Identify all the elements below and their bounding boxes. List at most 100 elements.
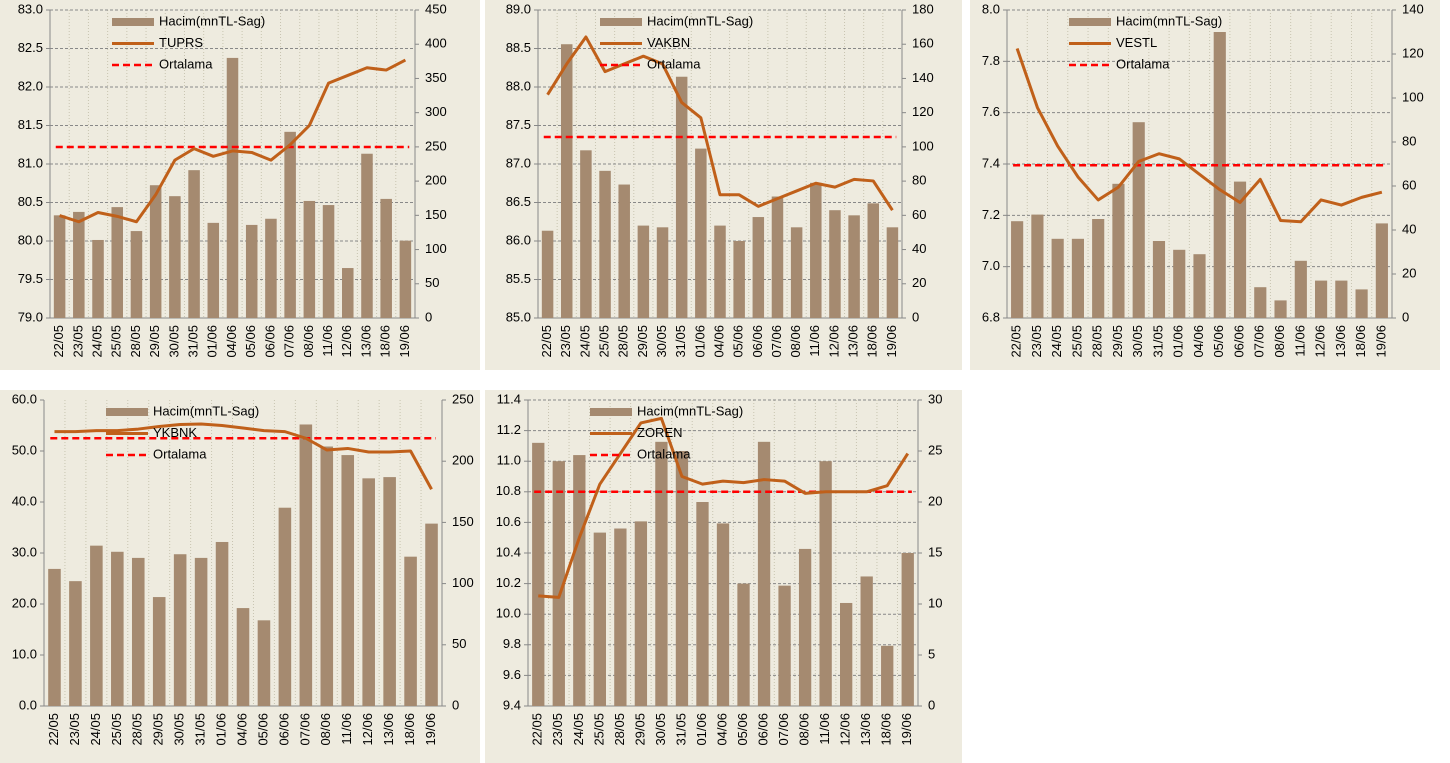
bar	[1254, 287, 1267, 318]
y2-tick-label: 50	[425, 275, 439, 290]
bar	[541, 230, 554, 318]
legend-swatch	[590, 408, 632, 416]
bar	[341, 455, 355, 706]
bar	[790, 227, 803, 318]
legend-label: Ortalama	[159, 56, 213, 71]
y-tick-label: 81.5	[18, 117, 43, 132]
x-tick-label: 24/05	[1049, 325, 1064, 358]
bar	[829, 210, 841, 318]
x-tick-label: 13/06	[858, 713, 873, 746]
x-tick-label: 29/05	[635, 325, 650, 358]
y-tick-label: 11.2	[497, 422, 521, 437]
x-tick-label: 11/06	[1292, 325, 1307, 357]
bar	[404, 556, 417, 706]
bar	[1132, 122, 1145, 318]
legend-label: Ortalama	[637, 446, 691, 461]
x-tick-label: 25/05	[591, 713, 606, 746]
x-tick-label: 28/05	[612, 713, 627, 746]
bar	[1031, 214, 1044, 318]
y2-tick-label: 60	[912, 207, 926, 222]
y-tick-label: 89.0	[506, 1, 531, 16]
y-tick-label: 9.6	[503, 667, 521, 682]
x-tick-label: 06/06	[276, 713, 291, 746]
x-tick-label: 23/05	[1029, 325, 1044, 358]
bar	[73, 211, 85, 318]
legend-label: Hacim(mnTL-Sag)	[647, 13, 753, 28]
x-tick-label: 18/06	[402, 713, 417, 746]
bar	[867, 203, 880, 318]
bar	[532, 442, 545, 706]
bar	[342, 268, 354, 318]
bar	[733, 241, 745, 318]
y-tick-label: 87.0	[506, 155, 531, 170]
y-tick-label: 10.8	[496, 483, 521, 498]
y2-tick-label: 15	[928, 544, 942, 559]
legend-swatch	[112, 18, 154, 26]
bar	[1213, 32, 1226, 318]
x-tick-label: 07/06	[769, 325, 784, 358]
y-tick-label: 86.5	[506, 194, 531, 209]
y2-tick-label: 100	[1402, 89, 1424, 104]
bar	[149, 185, 162, 318]
bar	[1051, 238, 1064, 318]
x-tick-label: 13/06	[381, 713, 396, 746]
y2-tick-label: 180	[912, 1, 934, 16]
bar	[169, 196, 181, 318]
bar	[173, 554, 187, 706]
x-tick-label: 04/06	[234, 713, 249, 746]
y-tick-label: 80.5	[18, 194, 43, 209]
y-tick-label: 10.4	[496, 544, 521, 559]
y-tick-label: 7.4	[982, 155, 1000, 170]
bar	[1233, 181, 1247, 318]
y-tick-label: 10.2	[496, 575, 521, 590]
bar	[737, 583, 750, 706]
bar	[848, 215, 860, 318]
y-tick-label: 0.0	[19, 697, 37, 712]
y-tick-label: 82.5	[18, 40, 43, 55]
x-tick-label: 19/06	[397, 325, 412, 358]
x-tick-label: 04/06	[224, 325, 239, 358]
y-tick-label: 7.8	[982, 53, 1000, 68]
legend-swatch	[600, 18, 642, 26]
y-tick-label: 79.5	[18, 271, 43, 286]
x-tick-label: 12/06	[339, 325, 354, 358]
x-tick-label: 06/06	[750, 325, 765, 358]
x-tick-label: 25/05	[1069, 325, 1084, 358]
price-line	[59, 58, 407, 224]
x-tick-label: 06/06	[755, 713, 770, 746]
bar	[901, 553, 914, 706]
bar	[886, 227, 899, 318]
x-tick-label: 01/06	[1171, 325, 1186, 358]
x-tick-label: 05/06	[243, 325, 258, 358]
y-tick-label: 85.0	[506, 309, 531, 324]
x-tick-label: 28/05	[128, 325, 143, 358]
y-tick-label: 11.4	[497, 391, 521, 406]
y-tick-label: 88.0	[506, 78, 531, 93]
x-tick-label: 08/06	[797, 713, 812, 746]
bar	[69, 581, 82, 706]
y-tick-label: 30.0	[12, 544, 37, 559]
x-tick-label: 01/06	[694, 713, 709, 746]
x-tick-label: 07/06	[282, 325, 297, 358]
legend-label: Hacim(mnTL-Sag)	[637, 403, 743, 418]
x-tick-label: 04/06	[714, 713, 729, 746]
price-line	[546, 35, 894, 212]
legend-label: Hacim(mnTL-Sag)	[153, 403, 259, 418]
legend-label: Ortalama	[647, 56, 701, 71]
x-tick-label: 13/06	[1333, 325, 1348, 358]
y-tick-label: 60.0	[12, 391, 37, 406]
bar	[1092, 219, 1105, 318]
x-tick-label: 18/06	[865, 325, 880, 358]
bar	[798, 548, 812, 706]
bar	[634, 521, 648, 706]
y2-tick-label: 10	[928, 595, 942, 610]
bar	[810, 182, 822, 318]
bar	[90, 545, 103, 706]
x-tick-label: 25/05	[109, 325, 124, 358]
x-tick-label: 12/06	[838, 713, 853, 746]
x-tick-label: 25/05	[109, 713, 124, 746]
x-tick-label: 07/06	[297, 713, 312, 746]
y-tick-label: 82.0	[18, 78, 43, 93]
x-tick-label: 05/06	[735, 713, 750, 746]
y-tick-label: 50.0	[12, 442, 37, 457]
